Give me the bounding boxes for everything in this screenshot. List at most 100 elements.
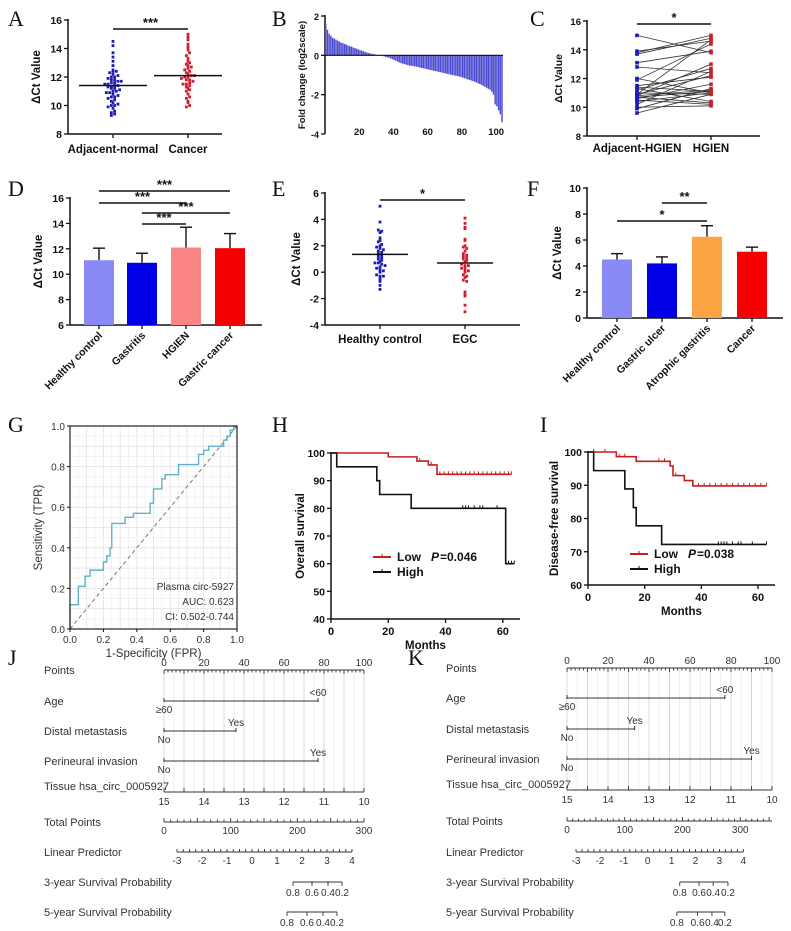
factor-level-label: No (561, 763, 574, 774)
bar (326, 29, 329, 56)
y-tick-label: 0 (313, 267, 319, 279)
y-tick-label: -4 (311, 130, 319, 140)
pair-line (636, 37, 712, 55)
y-tick-label: 12 (50, 72, 62, 84)
data-point (465, 256, 469, 260)
linear-tick-label: -1 (619, 856, 628, 867)
data-point (188, 104, 192, 107)
data-point (463, 290, 467, 294)
bar (437, 55, 440, 72)
data-point (109, 99, 113, 103)
data-point (463, 249, 467, 253)
row-label: Perineural invasion (44, 756, 138, 768)
factor-level-label: <60 (716, 685, 733, 696)
data-point (380, 262, 384, 266)
bar (342, 43, 344, 56)
data-point (376, 254, 380, 258)
probability-tick-label: 0.4 (705, 918, 719, 929)
bar (400, 55, 402, 64)
bar (446, 55, 448, 74)
linear-tick-label: -1 (223, 856, 232, 867)
bar (477, 55, 479, 84)
y-tick-label: 90 (570, 480, 582, 492)
data-point (709, 104, 713, 108)
data-point (116, 74, 120, 77)
data-point (186, 42, 190, 46)
p-value: =0.046 (440, 550, 477, 564)
bar (494, 55, 496, 105)
bar (460, 55, 462, 77)
bar (391, 55, 394, 60)
y-axis-label: Disease-free survival (549, 461, 561, 576)
y-tick-label: 6 (575, 235, 581, 247)
bar (398, 55, 401, 63)
pair-line (636, 75, 712, 95)
bar (393, 55, 395, 61)
total-tick-label: 300 (732, 825, 749, 836)
points-tick-label: 0 (161, 658, 167, 669)
legend-label: High (654, 562, 681, 576)
data-point (109, 78, 113, 82)
data-point (188, 51, 192, 55)
bar (475, 55, 478, 83)
bar (434, 55, 436, 72)
probability-tick-label: 0.8 (280, 918, 294, 929)
bar (171, 247, 201, 325)
bar (485, 55, 488, 88)
linear-tick-label: -3 (572, 856, 581, 867)
data-point (186, 32, 190, 36)
x-category-label: Gastritis (110, 330, 149, 369)
y-axis-label: Sensitivity (TPR) (33, 485, 45, 571)
data-point (186, 38, 190, 42)
data-point (635, 99, 639, 104)
x-axis-label: Months (405, 640, 446, 652)
row-label: Distal metastasis (44, 726, 128, 738)
data-point (461, 245, 465, 249)
data-point (111, 44, 115, 48)
data-point (460, 266, 463, 270)
y-axis-label: ΔCt Value (291, 232, 303, 286)
bar (424, 55, 426, 69)
factor-level-label: Yes (743, 746, 759, 757)
bar (396, 55, 399, 62)
data-point (635, 86, 639, 91)
x-tick-label: 0 (585, 592, 591, 604)
pair-line (636, 93, 712, 114)
pair-line (636, 88, 712, 110)
data-point (111, 51, 115, 55)
pair-line (636, 88, 712, 102)
p-value: =0.038 (697, 547, 734, 561)
probability-tick-label: 0.2 (721, 888, 735, 899)
data-point (188, 61, 192, 65)
probability-tick-label: 0.6 (691, 918, 705, 929)
total-tick-label: 100 (222, 826, 239, 837)
bar (492, 55, 495, 95)
data-point (709, 99, 713, 104)
row-label: Total Points (446, 816, 503, 828)
data-point (186, 87, 190, 90)
bar (441, 55, 443, 73)
x-tick-label: 0 (328, 626, 334, 638)
linear-tick-label: 0 (645, 856, 651, 867)
data-point (114, 69, 118, 73)
data-point (461, 254, 465, 258)
panel-letter: A (8, 6, 24, 31)
data-point (111, 101, 115, 105)
y-tick-label: 0.2 (51, 584, 65, 595)
data-point (184, 78, 188, 82)
row-label: 5-year Survival Probability (446, 907, 574, 919)
y-tick-label: 2 (314, 12, 319, 22)
data-point (109, 87, 113, 90)
bar (467, 55, 469, 80)
bar (453, 55, 455, 76)
data-point (116, 94, 120, 97)
data-point (375, 266, 378, 270)
total-tick-label: 200 (674, 825, 691, 836)
linear-tick-label: 3 (324, 856, 330, 867)
bar (417, 55, 419, 68)
x-axis-label: Months (661, 606, 702, 618)
y-tick-label: -2 (310, 294, 319, 306)
bar (386, 55, 389, 58)
bar (384, 55, 387, 57)
data-point (186, 101, 190, 105)
